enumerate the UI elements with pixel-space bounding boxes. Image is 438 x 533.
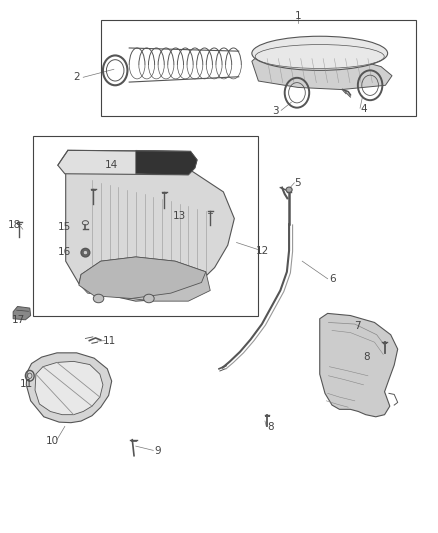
Polygon shape (79, 257, 210, 301)
Text: 12: 12 (256, 246, 269, 255)
Polygon shape (252, 54, 392, 90)
Ellipse shape (81, 248, 90, 257)
Text: 5: 5 (294, 179, 301, 188)
Polygon shape (136, 150, 197, 175)
Text: 7: 7 (353, 321, 360, 331)
Text: 1: 1 (294, 11, 301, 21)
Ellipse shape (286, 187, 292, 192)
Ellipse shape (144, 294, 154, 303)
Ellipse shape (83, 251, 88, 255)
Text: 9: 9 (154, 447, 161, 456)
Polygon shape (58, 150, 197, 175)
Text: 17: 17 (12, 315, 25, 325)
Text: 3: 3 (272, 106, 279, 116)
Bar (33, 136, 258, 316)
Polygon shape (13, 306, 31, 320)
Ellipse shape (252, 36, 388, 70)
Text: 4: 4 (360, 104, 367, 114)
Text: 11: 11 (20, 379, 33, 389)
Text: 15: 15 (58, 222, 71, 231)
Bar (101, 20, 416, 116)
Polygon shape (79, 257, 206, 298)
Text: 16: 16 (58, 247, 71, 257)
Text: 11: 11 (103, 336, 116, 346)
Polygon shape (26, 353, 112, 423)
Polygon shape (35, 361, 103, 415)
Text: 2: 2 (73, 72, 80, 82)
Polygon shape (66, 165, 234, 301)
Text: 8: 8 (267, 423, 274, 432)
Text: 13: 13 (173, 212, 186, 221)
Text: 18: 18 (8, 221, 21, 230)
Text: 6: 6 (329, 274, 336, 284)
Polygon shape (320, 313, 398, 417)
Text: 14: 14 (105, 160, 118, 170)
Text: 8: 8 (364, 352, 371, 362)
Ellipse shape (93, 294, 104, 303)
Text: 10: 10 (46, 437, 59, 446)
